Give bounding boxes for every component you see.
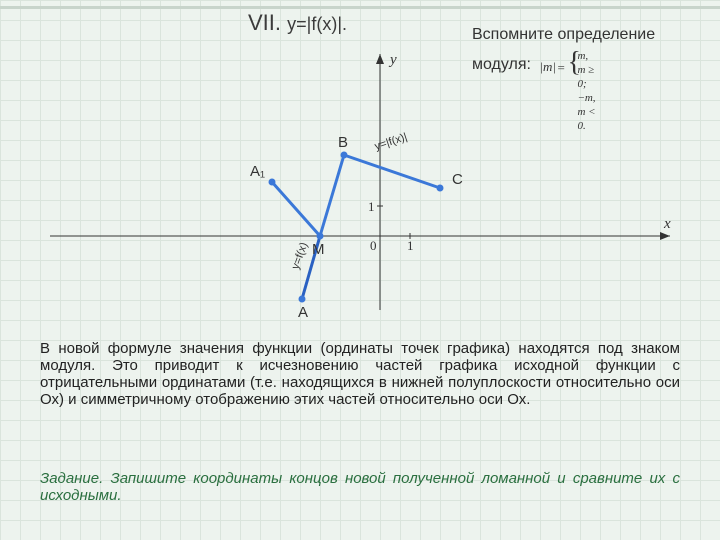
explanation-paragraph: В новой формуле значения функции (ордина… bbox=[40, 340, 680, 408]
svg-text:A: A bbox=[298, 304, 308, 320]
svg-text:A₁: A₁ bbox=[250, 163, 265, 180]
task-text: Запишите координаты концов новой получен… bbox=[40, 470, 680, 504]
task-label: Задание. bbox=[40, 470, 103, 487]
svg-text:y: y bbox=[388, 52, 397, 68]
svg-text:C: C bbox=[452, 171, 463, 188]
task: Задание. Запишите координаты концов ново… bbox=[40, 470, 680, 504]
svg-text:1: 1 bbox=[407, 238, 414, 253]
svg-text:B: B bbox=[338, 134, 348, 151]
page-title: VII. y=|f(x)|. bbox=[248, 10, 347, 36]
roman-numeral: VII. bbox=[248, 10, 281, 35]
title-expression: y=|f(x)|. bbox=[287, 14, 347, 34]
graph-diagram: 1 1 0 x y A A₁ M B Cy=f(x) y=|f(x)| bbox=[40, 40, 680, 320]
svg-text:y=|f(x)|: y=|f(x)| bbox=[373, 131, 409, 153]
svg-text:0: 0 bbox=[370, 238, 377, 253]
svg-text:M: M bbox=[312, 241, 325, 258]
svg-text:x: x bbox=[663, 216, 671, 232]
svg-text:1: 1 bbox=[368, 199, 375, 214]
svg-text:y=f(x): y=f(x) bbox=[290, 241, 311, 271]
decorative-top-border bbox=[0, 6, 720, 9]
